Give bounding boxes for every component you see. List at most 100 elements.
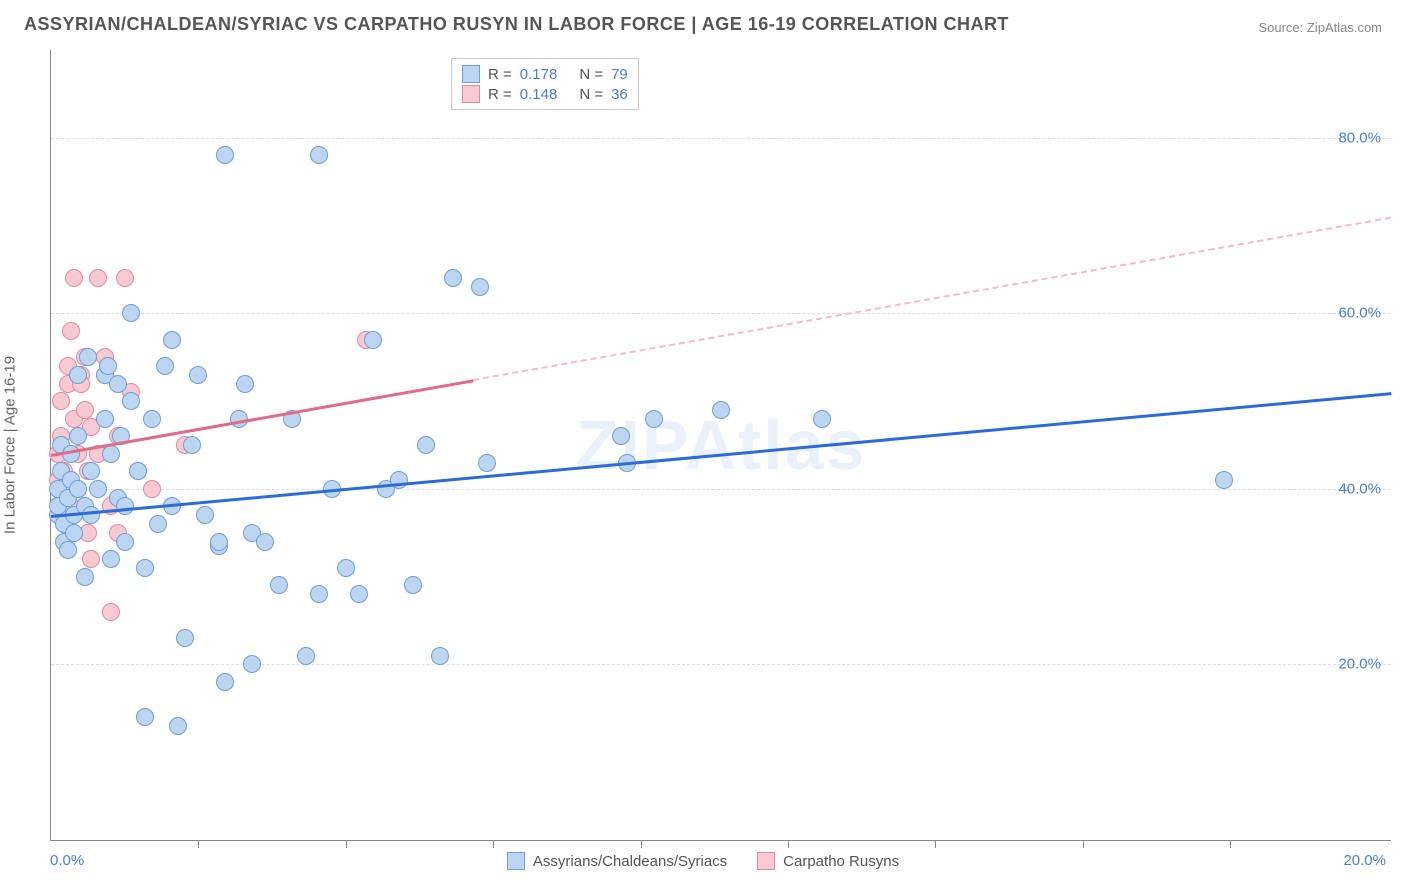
scatter-point-assyrian (236, 375, 254, 393)
x-tick (346, 840, 347, 848)
scatter-point-carpatho (143, 480, 161, 498)
scatter-point-assyrian (96, 410, 114, 428)
stats-row: R = 0.178 N = 79 (462, 65, 628, 83)
scatter-point-assyrian (109, 375, 127, 393)
correlation-stats-box: R = 0.178 N = 79 R = 0.148 N = 36 (451, 58, 639, 110)
y-tick-label: 60.0% (1301, 305, 1381, 322)
x-tick (641, 840, 642, 848)
scatter-point-assyrian (65, 524, 83, 542)
gridline (51, 313, 1391, 314)
scatter-point-assyrian (404, 576, 422, 594)
y-tick-label: 40.0% (1301, 480, 1381, 497)
scatter-point-assyrian (102, 550, 120, 568)
stats-label: R = (488, 86, 512, 103)
scatter-point-assyrian (478, 454, 496, 472)
stats-label: N = (579, 86, 603, 103)
scatter-point-assyrian (612, 427, 630, 445)
legend-item-label: Carpatho Rusyns (783, 853, 899, 870)
scatter-point-assyrian (645, 410, 663, 428)
scatter-point-assyrian (122, 304, 140, 322)
legend-swatch-icon (757, 852, 775, 870)
scatter-point-carpatho (65, 269, 83, 287)
scatter-point-assyrian (163, 331, 181, 349)
scatter-point-carpatho (76, 401, 94, 419)
scatter-point-assyrian (136, 708, 154, 726)
chart-title: ASSYRIAN/CHALDEAN/SYRIAC VS CARPATHO RUS… (24, 14, 1009, 35)
scatter-point-assyrian (116, 533, 134, 551)
scatter-point-assyrian (310, 585, 328, 603)
scatter-point-assyrian (1215, 471, 1233, 489)
legend-item: Carpatho Rusyns (757, 852, 899, 870)
bottom-legend: Assyrians/Chaldeans/Syriacs Carpatho Rus… (0, 852, 1406, 870)
x-tick (935, 840, 936, 848)
scatter-point-carpatho (102, 603, 120, 621)
scatter-point-assyrian (417, 436, 435, 454)
scatter-point-assyrian (82, 506, 100, 524)
scatter-point-carpatho (89, 269, 107, 287)
scatter-point-assyrian (122, 392, 140, 410)
scatter-point-carpatho (82, 550, 100, 568)
x-tick (493, 840, 494, 848)
scatter-point-assyrian (69, 427, 87, 445)
scatter-point-assyrian (310, 146, 328, 164)
scatter-point-assyrian (216, 673, 234, 691)
legend-item-label: Assyrians/Chaldeans/Syriacs (533, 853, 727, 870)
scatter-point-carpatho (52, 392, 70, 410)
legend-swatch-icon (462, 85, 480, 103)
legend-swatch-icon (462, 65, 480, 83)
scatter-point-carpatho (62, 322, 80, 340)
stats-r-value: 0.178 (520, 66, 558, 83)
scatter-point-assyrian (169, 717, 187, 735)
scatter-point-assyrian (69, 480, 87, 498)
gridline (51, 489, 1391, 490)
scatter-point-assyrian (216, 146, 234, 164)
scatter-point-assyrian (176, 629, 194, 647)
scatter-point-assyrian (364, 331, 382, 349)
scatter-point-assyrian (337, 559, 355, 577)
scatter-point-assyrian (256, 533, 274, 551)
stats-n-value: 79 (611, 66, 628, 83)
y-tick-label: 20.0% (1301, 656, 1381, 673)
scatter-point-assyrian (270, 576, 288, 594)
scatter-point-assyrian (471, 278, 489, 296)
legend-swatch-icon (507, 852, 525, 870)
scatter-point-assyrian (813, 410, 831, 428)
scatter-point-assyrian (350, 585, 368, 603)
scatter-point-assyrian (129, 462, 147, 480)
gridline (51, 138, 1391, 139)
scatter-point-assyrian (116, 497, 134, 515)
scatter-point-assyrian (69, 366, 87, 384)
source-attribution: Source: ZipAtlas.com (1258, 20, 1382, 35)
scatter-point-assyrian (297, 647, 315, 665)
scatter-point-assyrian (243, 655, 261, 673)
trendline-carpatho-extrapolated (473, 217, 1391, 381)
y-axis-title-text: In Labor Force | Age 16-19 (2, 356, 19, 534)
x-tick (788, 840, 789, 848)
scatter-point-assyrian (99, 357, 117, 375)
stats-label: R = (488, 66, 512, 83)
stats-r-value: 0.148 (520, 86, 558, 103)
scatter-point-assyrian (183, 436, 201, 454)
x-tick (1083, 840, 1084, 848)
scatter-point-assyrian (136, 559, 154, 577)
scatter-point-assyrian (76, 568, 94, 586)
scatter-point-assyrian (79, 348, 97, 366)
scatter-point-assyrian (712, 401, 730, 419)
y-tick-label: 80.0% (1301, 129, 1381, 146)
scatter-point-assyrian (89, 480, 107, 498)
stats-row: R = 0.148 N = 36 (462, 85, 628, 103)
scatter-point-carpatho (116, 269, 134, 287)
stats-label: N = (579, 66, 603, 83)
scatter-point-assyrian (189, 366, 207, 384)
x-tick (198, 840, 199, 848)
stats-n-value: 36 (611, 86, 628, 103)
scatter-point-assyrian (143, 410, 161, 428)
scatter-point-assyrian (156, 357, 174, 375)
x-tick (1230, 840, 1231, 848)
scatter-point-assyrian (149, 515, 167, 533)
chart-plot-area: ZIPAtlas R = 0.178 N = 79 R = 0.148 N = … (50, 50, 1391, 841)
scatter-point-assyrian (444, 269, 462, 287)
scatter-point-assyrian (210, 533, 228, 551)
scatter-point-assyrian (196, 506, 214, 524)
scatter-point-assyrian (431, 647, 449, 665)
